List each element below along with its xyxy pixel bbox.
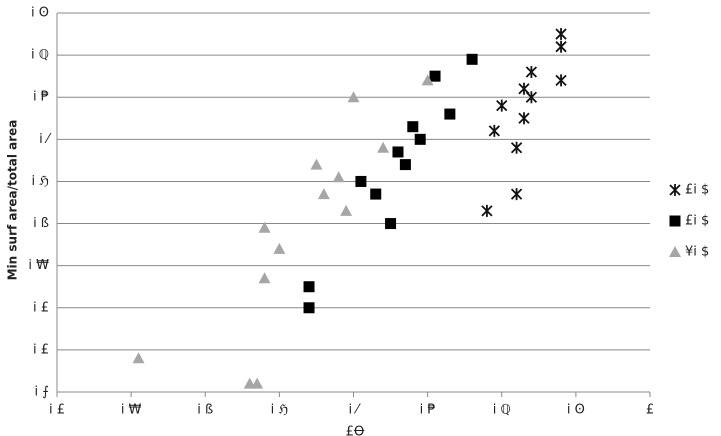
legend-marker <box>669 246 681 257</box>
y-tick-label: i ₩ <box>28 258 49 273</box>
y-tick-label: i Ꙩ <box>31 6 49 21</box>
point <box>332 171 345 183</box>
legend-marker <box>669 184 681 196</box>
x-tick-label: i £ <box>49 403 65 418</box>
point <box>510 141 523 154</box>
y-tick-label: i ß <box>33 216 49 231</box>
x-tick-label: i ℌ <box>271 403 289 418</box>
point <box>407 121 419 133</box>
y-tick-label: i ⨍ <box>34 385 49 400</box>
point <box>444 108 456 120</box>
legend-label: £i $ <box>685 183 709 198</box>
x-tick-label: i ℚ <box>493 403 511 418</box>
legend-label: £i $ <box>685 214 709 229</box>
x-tick-label: i Ꙩ <box>567 403 585 418</box>
y-tick-label: i ℚ <box>31 48 49 63</box>
point <box>518 112 530 125</box>
point <box>555 28 567 41</box>
y-tick-label: i ⁄ <box>39 132 52 147</box>
point <box>258 221 271 233</box>
y-axis-title: Min surf area/total area <box>6 120 20 281</box>
y-tick-label: i ℌ <box>31 174 49 189</box>
point <box>355 175 367 187</box>
point <box>132 352 145 364</box>
legend-marker <box>669 215 681 227</box>
x-axis-title: £Ꝋ <box>346 425 365 436</box>
point <box>555 74 567 87</box>
x-tick-label: i ₱ <box>420 403 436 418</box>
point <box>347 91 360 103</box>
x-tick-label: i ⁄ <box>349 403 362 418</box>
point <box>273 242 286 254</box>
point <box>317 188 330 200</box>
x-tick-label: i ₩ <box>121 403 142 418</box>
point <box>414 133 426 145</box>
point <box>421 74 434 86</box>
point <box>525 91 538 104</box>
x-tick-label: £ <box>646 403 654 418</box>
point <box>310 158 323 170</box>
point <box>370 188 382 200</box>
legend-label: ¥i $ <box>685 245 709 260</box>
point <box>258 272 271 284</box>
point <box>429 70 441 82</box>
point <box>392 146 404 158</box>
point <box>251 377 264 389</box>
point <box>377 141 390 153</box>
point <box>466 53 478 65</box>
point <box>303 302 315 314</box>
point <box>525 65 538 78</box>
point <box>481 204 493 217</box>
x-tick-label: i ß <box>197 403 213 418</box>
point <box>340 204 353 216</box>
point <box>510 188 523 201</box>
point <box>303 281 315 293</box>
y-tick-label: i £ <box>33 342 49 357</box>
point <box>385 218 397 230</box>
point <box>488 124 500 137</box>
y-tick-label: i ₱ <box>33 90 49 105</box>
y-tick-label: i £ <box>33 300 49 315</box>
point <box>399 159 411 171</box>
point <box>496 99 508 112</box>
point <box>555 40 567 53</box>
